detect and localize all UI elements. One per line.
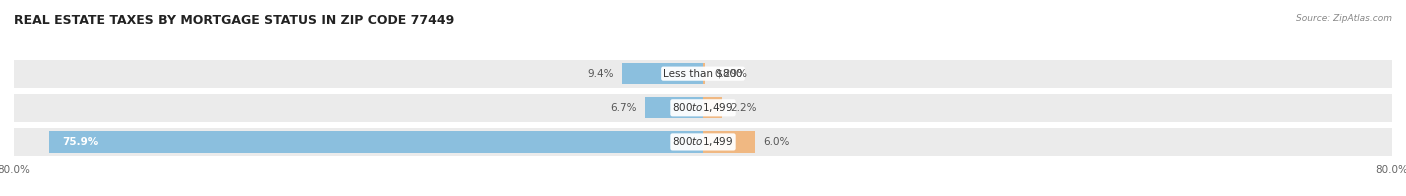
Bar — [14, 128, 703, 156]
Bar — [703, 131, 755, 152]
Bar — [49, 131, 703, 152]
Text: $800 to $1,499: $800 to $1,499 — [672, 101, 734, 114]
Text: 75.9%: 75.9% — [62, 137, 98, 147]
Text: 6.7%: 6.7% — [610, 103, 637, 113]
Text: $800 to $1,499: $800 to $1,499 — [672, 135, 734, 148]
Text: 6.0%: 6.0% — [763, 137, 790, 147]
Bar — [621, 63, 703, 84]
Bar — [703, 63, 706, 84]
Bar — [703, 128, 1392, 156]
Bar — [14, 60, 703, 88]
Bar — [703, 94, 1392, 122]
Text: Less than $800: Less than $800 — [664, 69, 742, 79]
Text: Source: ZipAtlas.com: Source: ZipAtlas.com — [1296, 14, 1392, 23]
Text: REAL ESTATE TAXES BY MORTGAGE STATUS IN ZIP CODE 77449: REAL ESTATE TAXES BY MORTGAGE STATUS IN … — [14, 14, 454, 27]
Bar — [14, 94, 703, 122]
Bar — [645, 97, 703, 118]
Bar — [703, 97, 721, 118]
Bar — [703, 60, 1392, 88]
Text: 9.4%: 9.4% — [586, 69, 613, 79]
Text: 2.2%: 2.2% — [731, 103, 756, 113]
Text: 0.29%: 0.29% — [714, 69, 747, 79]
